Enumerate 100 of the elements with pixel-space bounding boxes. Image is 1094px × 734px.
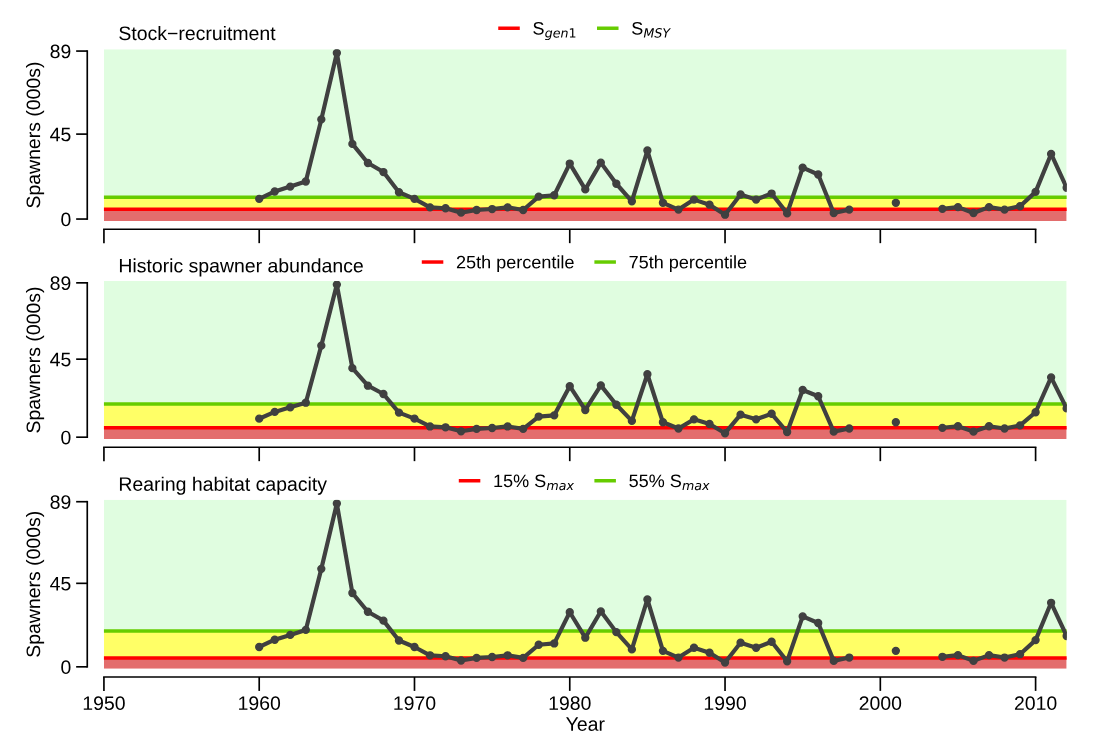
point <box>891 198 901 207</box>
point <box>969 208 978 218</box>
point <box>363 381 373 390</box>
point <box>379 616 388 625</box>
x-tick-label: 1970 <box>394 696 436 711</box>
point <box>612 179 621 188</box>
point <box>581 633 590 642</box>
point <box>565 382 574 391</box>
point <box>456 208 466 217</box>
point <box>487 423 497 433</box>
legend-label: S$_{MSY}$ <box>632 21 671 38</box>
chart-title: Historic spawner abundance <box>119 258 363 277</box>
point <box>550 191 559 200</box>
point <box>829 208 838 218</box>
point <box>705 419 714 429</box>
point <box>969 427 978 436</box>
point <box>814 392 823 401</box>
point <box>487 652 497 662</box>
point <box>782 209 792 218</box>
point <box>938 204 947 214</box>
point <box>270 187 279 196</box>
y-tick-label: 0 <box>61 212 71 227</box>
y-axis-title: Spawners (000s) <box>25 62 45 208</box>
point <box>379 389 388 399</box>
y-tick-label: 0 <box>61 660 71 675</box>
chart-title: Stock−recruitment <box>119 25 276 41</box>
point <box>379 167 388 177</box>
y-tick-label: 89 <box>50 495 71 509</box>
point <box>720 429 730 438</box>
point <box>286 182 295 191</box>
point <box>425 203 435 212</box>
point <box>969 656 978 666</box>
point <box>425 651 435 660</box>
point <box>534 412 543 421</box>
x-tick-label: 1960 <box>239 696 281 711</box>
point <box>658 646 668 656</box>
x-tick-label: 1950 <box>83 696 125 711</box>
point <box>891 418 901 427</box>
point <box>255 642 264 652</box>
point <box>581 405 590 415</box>
point <box>472 424 481 434</box>
point <box>689 643 699 652</box>
point <box>332 281 342 289</box>
point <box>814 170 823 179</box>
point <box>798 385 807 395</box>
point <box>301 177 310 186</box>
point <box>255 414 264 423</box>
point <box>953 422 963 431</box>
y-tick-label: 89 <box>50 44 71 59</box>
point <box>596 381 605 390</box>
point <box>425 422 435 431</box>
point <box>1031 408 1040 417</box>
point <box>1000 205 1009 214</box>
point <box>270 635 279 644</box>
point <box>348 139 357 149</box>
point <box>720 210 730 219</box>
point <box>845 424 854 433</box>
y-tick-label: 45 <box>50 127 71 142</box>
point <box>782 427 792 437</box>
chart-title: Rearing habitat capacity <box>119 476 327 495</box>
point <box>674 205 683 214</box>
point <box>503 203 512 212</box>
point <box>1000 424 1009 433</box>
point <box>627 645 637 654</box>
point <box>643 146 652 155</box>
point <box>394 636 404 645</box>
point <box>487 204 497 214</box>
point <box>1046 598 1056 607</box>
legend-label: 25th percentile <box>456 255 574 273</box>
x-axis-title: Year <box>566 717 605 731</box>
point <box>1015 650 1025 659</box>
point <box>286 630 295 640</box>
point <box>255 194 264 204</box>
point <box>984 422 994 431</box>
point <box>829 656 838 666</box>
point <box>984 650 994 660</box>
point <box>643 595 652 604</box>
point <box>736 410 745 419</box>
point <box>317 341 326 350</box>
point <box>394 188 404 197</box>
point <box>674 424 683 433</box>
point <box>394 408 404 417</box>
point <box>643 370 652 379</box>
x-tick-label: 2000 <box>859 696 902 711</box>
point <box>503 422 512 431</box>
point <box>751 415 761 424</box>
y-tick-label: 89 <box>50 276 71 291</box>
point <box>286 403 295 412</box>
y-tick-label: 0 <box>61 430 71 445</box>
point <box>1031 187 1040 197</box>
point <box>332 499 342 508</box>
point <box>1015 202 1025 211</box>
point <box>317 564 326 574</box>
point <box>596 158 605 167</box>
legend-label: S$_{gen1}$ <box>533 21 576 41</box>
y-tick-label: 45 <box>50 352 71 367</box>
point <box>550 639 559 648</box>
point <box>410 414 419 423</box>
point <box>767 637 776 646</box>
point <box>798 163 807 172</box>
